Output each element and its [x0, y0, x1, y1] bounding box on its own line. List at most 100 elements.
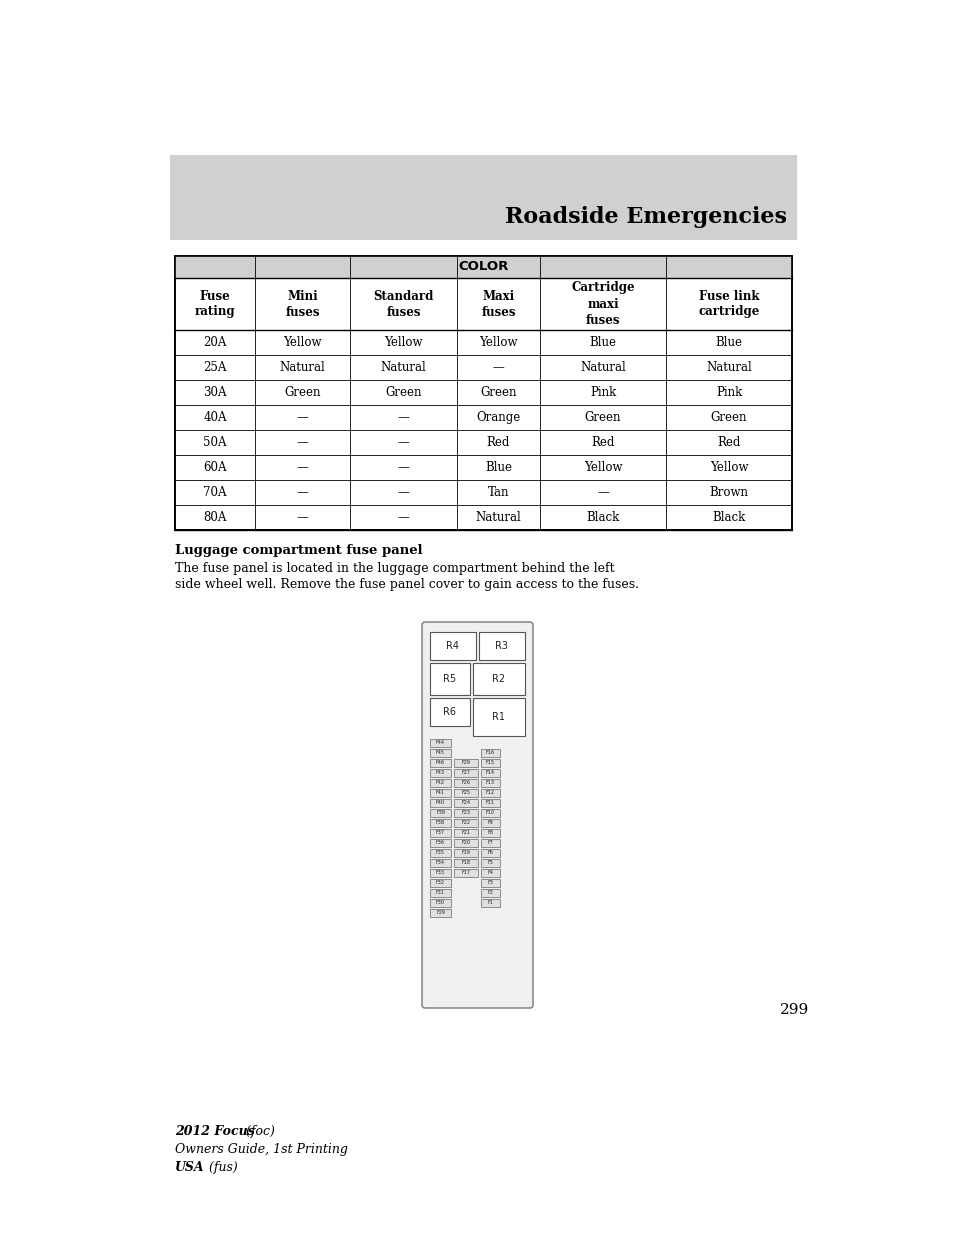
Text: F13: F13: [485, 781, 495, 785]
Text: F5: F5: [487, 861, 493, 866]
Text: F7: F7: [487, 841, 493, 846]
Text: F10: F10: [485, 810, 495, 815]
Text: F31: F31: [436, 890, 444, 895]
Text: Mini
fuses: Mini fuses: [285, 289, 319, 319]
Bar: [478, 632, 524, 659]
Bar: [430, 739, 451, 747]
Bar: [430, 860, 451, 867]
Text: 50A: 50A: [203, 436, 227, 450]
Bar: [430, 769, 451, 777]
Text: Brown: Brown: [709, 487, 748, 499]
Text: side wheel well. Remove the fuse panel cover to gain access to the fuses.: side wheel well. Remove the fuse panel c…: [174, 578, 639, 592]
Bar: [430, 848, 451, 857]
Bar: [454, 848, 477, 857]
Text: R1: R1: [492, 713, 505, 722]
Bar: [174, 256, 791, 278]
Bar: [430, 698, 470, 726]
Bar: [480, 819, 499, 827]
Text: F18: F18: [461, 861, 470, 866]
Bar: [473, 663, 524, 695]
Text: F3: F3: [487, 881, 493, 885]
Text: Standard
fuses: Standard fuses: [373, 289, 434, 319]
Bar: [480, 869, 499, 877]
Bar: [430, 909, 451, 918]
Text: —: —: [397, 436, 409, 450]
Text: Blue: Blue: [589, 336, 616, 350]
Text: F9: F9: [487, 820, 493, 825]
Text: —: —: [397, 461, 409, 474]
Bar: [454, 760, 477, 767]
Bar: [473, 698, 524, 736]
Text: Pink: Pink: [589, 387, 616, 399]
Text: COLOR: COLOR: [457, 261, 508, 273]
Text: Blue: Blue: [715, 336, 741, 350]
Bar: [174, 256, 791, 530]
Text: F41: F41: [436, 790, 444, 795]
Text: Green: Green: [710, 411, 746, 424]
Bar: [480, 879, 499, 887]
Text: —: —: [296, 511, 308, 524]
Bar: [454, 799, 477, 806]
Text: Blue: Blue: [484, 461, 512, 474]
Text: F44: F44: [436, 741, 444, 746]
Bar: [480, 799, 499, 806]
Text: F35: F35: [436, 851, 444, 856]
Text: Yellow: Yellow: [709, 461, 747, 474]
Bar: [480, 860, 499, 867]
Bar: [430, 809, 451, 818]
Text: F15: F15: [485, 761, 495, 766]
Bar: [430, 632, 476, 659]
Text: Fuse
rating: Fuse rating: [194, 289, 235, 319]
Text: R6: R6: [443, 706, 456, 718]
Text: F29: F29: [461, 761, 470, 766]
Text: —: —: [397, 411, 409, 424]
Text: F8: F8: [487, 830, 493, 836]
Bar: [480, 769, 499, 777]
Text: F6: F6: [487, 851, 493, 856]
Text: Natural: Natural: [579, 361, 625, 374]
Text: Green: Green: [584, 411, 620, 424]
Bar: [454, 839, 477, 847]
Text: F14: F14: [485, 771, 495, 776]
Text: F19: F19: [461, 851, 470, 856]
Text: 30A: 30A: [203, 387, 227, 399]
Text: F16: F16: [485, 751, 495, 756]
Text: F37: F37: [436, 830, 444, 836]
Text: F22: F22: [461, 820, 470, 825]
Text: F1: F1: [487, 900, 493, 905]
Bar: [430, 779, 451, 787]
Text: F23: F23: [461, 810, 470, 815]
Text: 2012 Focus: 2012 Focus: [174, 1125, 254, 1137]
Text: 60A: 60A: [203, 461, 227, 474]
Text: Black: Black: [586, 511, 619, 524]
Text: Red: Red: [591, 436, 614, 450]
Bar: [430, 899, 451, 906]
Text: Natural: Natural: [279, 361, 325, 374]
Bar: [480, 809, 499, 818]
Text: Green: Green: [479, 387, 517, 399]
Text: 299: 299: [780, 1003, 809, 1016]
Text: 70A: 70A: [203, 487, 227, 499]
Text: R4: R4: [446, 641, 459, 651]
Text: Fuse link
cartridge: Fuse link cartridge: [698, 289, 759, 319]
Text: The fuse panel is located in the luggage compartment behind the left: The fuse panel is located in the luggage…: [174, 562, 614, 576]
Bar: [454, 860, 477, 867]
Text: F24: F24: [461, 800, 470, 805]
Bar: [480, 789, 499, 797]
Text: Roadside Emergencies: Roadside Emergencies: [504, 206, 786, 228]
Text: F42: F42: [436, 781, 444, 785]
Text: (foc): (foc): [242, 1125, 274, 1137]
Text: 80A: 80A: [203, 511, 227, 524]
Text: F46: F46: [436, 761, 444, 766]
Text: F20: F20: [461, 841, 470, 846]
Bar: [430, 829, 451, 837]
Text: F36: F36: [436, 841, 444, 846]
Text: F40: F40: [436, 800, 444, 805]
Text: Green: Green: [385, 387, 421, 399]
Bar: [430, 879, 451, 887]
Bar: [480, 889, 499, 897]
Text: Orange: Orange: [476, 411, 520, 424]
Text: Green: Green: [284, 387, 320, 399]
Text: F21: F21: [461, 830, 470, 836]
Text: Natural: Natural: [380, 361, 426, 374]
